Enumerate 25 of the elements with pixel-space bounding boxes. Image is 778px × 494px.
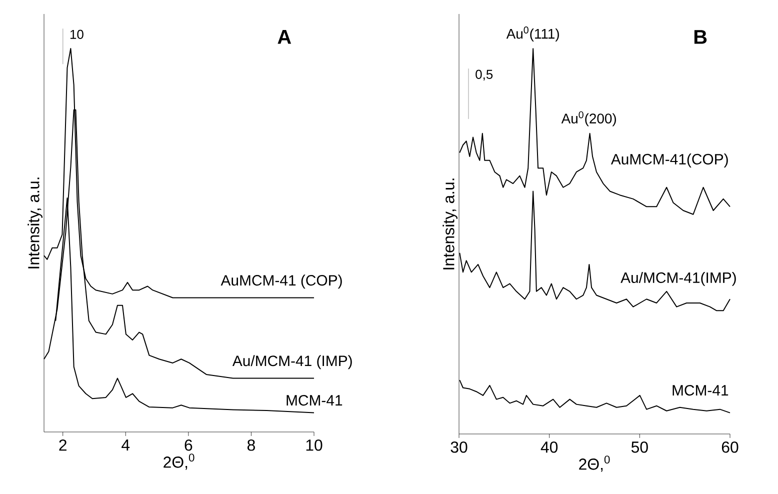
annotation: Au$^{0}$(200) [561, 111, 616, 126]
chart-title: B [694, 30, 707, 44]
series-label: Au/MCM-41(IMP) [620, 272, 736, 286]
annotation: Au$^{0}$(111) [506, 26, 559, 42]
x-tick-label: 30 [450, 442, 468, 453]
x-tick-label: 8 [247, 440, 255, 451]
chart-title: A [278, 30, 292, 44]
x-tick-label: 2 [59, 440, 66, 451]
x-axis-title: 2Θ,$^{0}$ [579, 456, 610, 472]
series-label: AuMCM-41 (COP) [220, 274, 342, 289]
x-tick-label: 60 [722, 442, 738, 453]
x-tick-label: 50 [631, 442, 648, 453]
x-tick-label: 4 [122, 440, 130, 450]
series-label: Au/MCM-41 (IMP) [232, 355, 352, 370]
x-tick-label: 10 [306, 440, 322, 451]
series-label: MCM-41 [672, 385, 728, 396]
x-tick-label: 40 [540, 442, 558, 453]
text: 10 [70, 30, 84, 39]
x-tick-label: 6 [184, 440, 192, 451]
y-axis-title: Intensity, a.u. [442, 178, 458, 270]
series-label: MCM-41 [286, 395, 342, 406]
y-axis-title: Intensity, a.u. [28, 178, 42, 268]
annotation: 0,5 [476, 70, 493, 80]
series-label: AuMCM-41(COP) [610, 154, 728, 168]
x-axis-title: 2Θ,$^{0}$ [164, 454, 194, 470]
